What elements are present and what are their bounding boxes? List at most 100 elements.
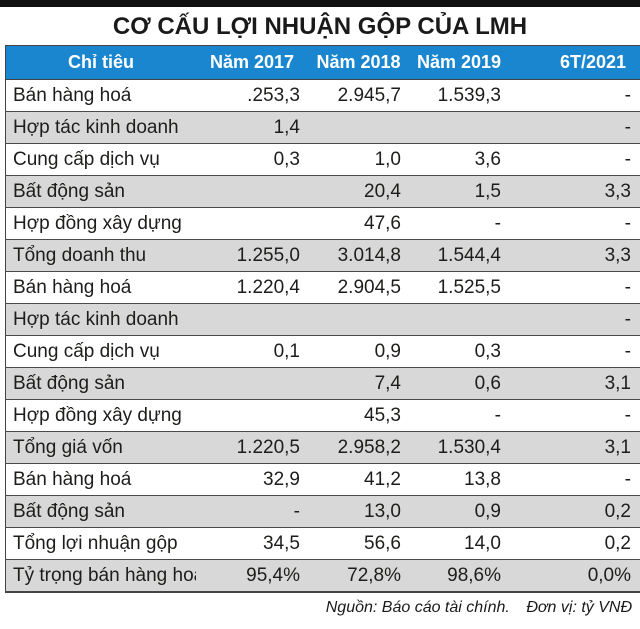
row-label: Bất động sản [5, 495, 196, 528]
cell-nam-2018: 7,4 [308, 367, 409, 400]
cell-nam-2017: 32,9 [196, 463, 308, 496]
cell-nam-2018: 45,3 [308, 399, 409, 432]
cell-nam-2017: 95,4% [196, 559, 308, 593]
cell-nam-2017: 0,3 [196, 143, 308, 176]
cell-nam-2018 [308, 111, 409, 144]
cell-nam-2019: 0,9 [409, 495, 509, 528]
row-label: Tổng doanh thu [5, 239, 196, 272]
table-row: Tổng giá vốn 1.220,5 2.958,2 1.530,4 3,1 [5, 431, 640, 464]
cell-nam-2018: 0,9 [308, 335, 409, 368]
table-row: Tổng lợi nhuận gộp 34,5 56,6 14,0 0,2 [5, 527, 640, 560]
table-row: Hợp tác kinh doanh 1,4 - [5, 111, 640, 144]
cell-nam-2017: 1.255,0 [196, 239, 308, 272]
cell-6t-2021: 0,2 [509, 527, 640, 560]
cell-nam-2019: 14,0 [409, 527, 509, 560]
cell-6t-2021: - [509, 463, 640, 496]
top-bar-divider [0, 0, 640, 7]
unit-note: Đơn vị: tỷ VNĐ [526, 599, 632, 616]
table-row: Cung cấp dịch vụ 0,1 0,9 0,3- [5, 335, 640, 368]
cell-nam-2018: 2.904,5 [308, 271, 409, 304]
row-label: Tổng lợi nhuận gộp [5, 527, 196, 560]
cell-nam-2018: 56,6 [308, 527, 409, 560]
cell-6t-2021: - [509, 207, 640, 240]
row-label: Tỷ trọng bán hàng hoá [5, 559, 196, 593]
cell-nam-2019 [409, 303, 509, 336]
cell-6t-2021: - [509, 399, 640, 432]
table-row: Tổng doanh thu 1.255,0 3.014,8 1.544,4 3,3 [5, 239, 640, 272]
cell-nam-2019: 1.539,3 [409, 79, 509, 112]
cell-nam-2017 [196, 367, 308, 400]
table-row: Bán hàng hoá .253,3 2.945,7 1.539,3- [5, 79, 640, 112]
cell-nam-2018 [308, 303, 409, 336]
figure-title: CƠ CẤU LỢI NHUẬN GỘP CỦA LMH [112, 13, 528, 40]
cell-nam-2017 [196, 399, 308, 432]
row-label: Bất động sản [5, 175, 196, 208]
cell-nam-2017 [196, 207, 308, 240]
cell-nam-2019: - [409, 399, 509, 432]
row-label: Hợp tác kinh doanh [5, 111, 196, 144]
cell-nam-2018: 2.958,2 [308, 431, 409, 464]
table-row: Bán hàng hoá 32,9 41,2 13,8- [5, 463, 640, 496]
cell-nam-2019: 1.530,4 [409, 431, 509, 464]
row-label: Bán hàng hoá [5, 79, 196, 112]
row-label: Hợp đồng xây dựng [5, 399, 196, 432]
cell-nam-2019: 1.525,5 [409, 271, 509, 304]
cell-nam-2019: 0,3 [409, 335, 509, 368]
cell-nam-2019: 98,6% [409, 559, 509, 593]
cell-nam-2019: 0,6 [409, 367, 509, 400]
cell-6t-2021: 0,0% [509, 559, 640, 593]
cell-nam-2019: 3,6 [409, 143, 509, 176]
cell-nam-2019 [409, 111, 509, 144]
column-header-nam-2017: Năm 2017 [196, 45, 308, 80]
cell-6t-2021: - [509, 303, 640, 336]
cell-6t-2021: 3,1 [509, 367, 640, 400]
cell-6t-2021: - [509, 143, 640, 176]
cell-nam-2017 [196, 175, 308, 208]
cell-6t-2021: 3,1 [509, 431, 640, 464]
cell-nam-2018: 20,4 [308, 175, 409, 208]
cell-nam-2019: 1,5 [409, 175, 509, 208]
table-row: Bất động sản 20,4 1,5 3,3 [5, 175, 640, 208]
header-row: Chỉ tiêu Năm 2017 Năm 2018 Năm 2019 6T/2021 [5, 45, 640, 80]
row-label: Hợp tác kinh doanh [5, 303, 196, 336]
cell-nam-2017 [196, 303, 308, 336]
cell-nam-2018: 13,0 [308, 495, 409, 528]
source-note: Nguồn: Báo cáo tài chính. [325, 599, 510, 616]
cell-nam-2017: 0,1 [196, 335, 308, 368]
cell-6t-2021: - [509, 271, 640, 304]
cell-nam-2017: .253,3 [196, 79, 308, 112]
cell-nam-2019: - [409, 207, 509, 240]
cell-nam-2019: 1.544,4 [409, 239, 509, 272]
table-row: Cung cấp dịch vụ 0,3 1,0 3,6- [5, 143, 640, 176]
cell-nam-2017: 34,5 [196, 527, 308, 560]
row-label: Bất động sản [5, 367, 196, 400]
cell-nam-2018: 2.945,7 [308, 79, 409, 112]
row-label: Hợp đồng xây dựng [5, 207, 196, 240]
row-label: Tổng giá vốn [5, 431, 196, 464]
cell-6t-2021: - [509, 111, 640, 144]
cell-nam-2017: - [196, 495, 308, 528]
table-row: Hợp đồng xây dựng 45,3- - [5, 399, 640, 432]
row-label: Bán hàng hoá [5, 463, 196, 496]
cell-6t-2021: - [509, 79, 640, 112]
table-row: Bất động sản 7,4 0,6 3,1 [5, 367, 640, 400]
cell-6t-2021: 3,3 [509, 239, 640, 272]
cell-nam-2019: 13,8 [409, 463, 509, 496]
table-row: Hợp đồng xây dựng 47,6- - [5, 207, 640, 240]
cell-nam-2017: 1.220,4 [196, 271, 308, 304]
cell-nam-2018: 1,0 [308, 143, 409, 176]
column-header-6t-2021: 6T/2021 [509, 45, 640, 80]
table-row: Bất động sản -13,0 0,9 0,2 [5, 495, 640, 528]
row-label: Cung cấp dịch vụ [5, 143, 196, 176]
cell-nam-2018: 3.014,8 [308, 239, 409, 272]
gross-profit-table: Chỉ tiêu Năm 2017 Năm 2018 Năm 2019 6T/2021 … [5, 45, 640, 593]
cell-nam-2018: 47,6 [308, 207, 409, 240]
row-label: Cung cấp dịch vụ [5, 335, 196, 368]
table-row: Tỷ trọng bán hàng hoá 95,4% 72,8% 98,6% 0,0% [5, 559, 640, 593]
column-header-chi-tieu: Chỉ tiêu [5, 45, 196, 80]
table-row: Bán hàng hoá 1.220,4 2.904,5 1.525,5- [5, 271, 640, 304]
cell-nam-2018: 41,2 [308, 463, 409, 496]
column-header-nam-2019: Năm 2019 [409, 45, 509, 80]
row-label: Bán hàng hoá [5, 271, 196, 304]
